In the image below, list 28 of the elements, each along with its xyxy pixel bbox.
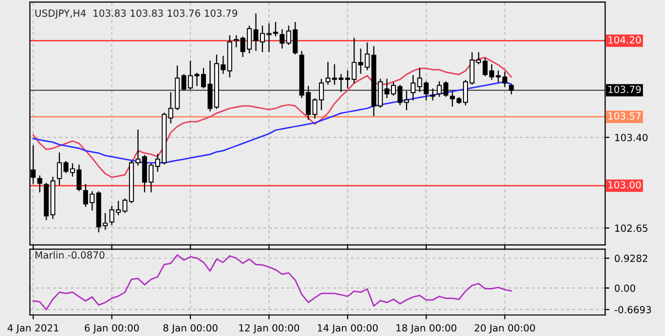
y-tick-label: -0.6693 — [614, 306, 651, 314]
candlestick — [358, 48, 364, 74]
ref-line-label: 103.79 — [608, 86, 641, 94]
x-tick-label: 6 Jan 00:00 — [84, 324, 139, 334]
candlestick — [292, 22, 298, 55]
candlestick — [234, 35, 239, 48]
ref-line-label: 103.00 — [608, 181, 641, 189]
y-tick-label: 0.00 — [614, 284, 636, 292]
candlestick — [102, 212, 108, 230]
x-tick-label: 4 Jan 2021 — [8, 324, 58, 334]
text: USDJPY,H4 103.83 103.83 103.76 103.79 — [35, 9, 238, 19]
candlestick — [502, 72, 508, 88]
y-tick-label: 102.65 — [615, 224, 648, 232]
x-tick-label: 14 Jan 00:00 — [318, 324, 378, 334]
ref-line-label: 103.57 — [608, 112, 641, 120]
candlestick — [489, 64, 494, 80]
x-tick-label: 20 Jan 00:00 — [474, 324, 535, 334]
x-tick-label: 8 Jan 00:00 — [163, 324, 218, 334]
y-tick-label: 0.9282 — [614, 254, 648, 262]
ref-line-label: 104.20 — [608, 36, 641, 44]
candlestick — [496, 70, 501, 82]
y-tick-label: 103.40 — [615, 134, 648, 142]
chart-title: Marlin -0.0870 — [35, 251, 104, 259]
x-tick-label: 12 Jan 00:00 — [239, 324, 300, 334]
x-tick-label: 18 Jan 00:00 — [396, 324, 456, 334]
candlestick — [364, 42, 370, 70]
line-series — [32, 56, 512, 178]
candlestick — [37, 176, 42, 192]
